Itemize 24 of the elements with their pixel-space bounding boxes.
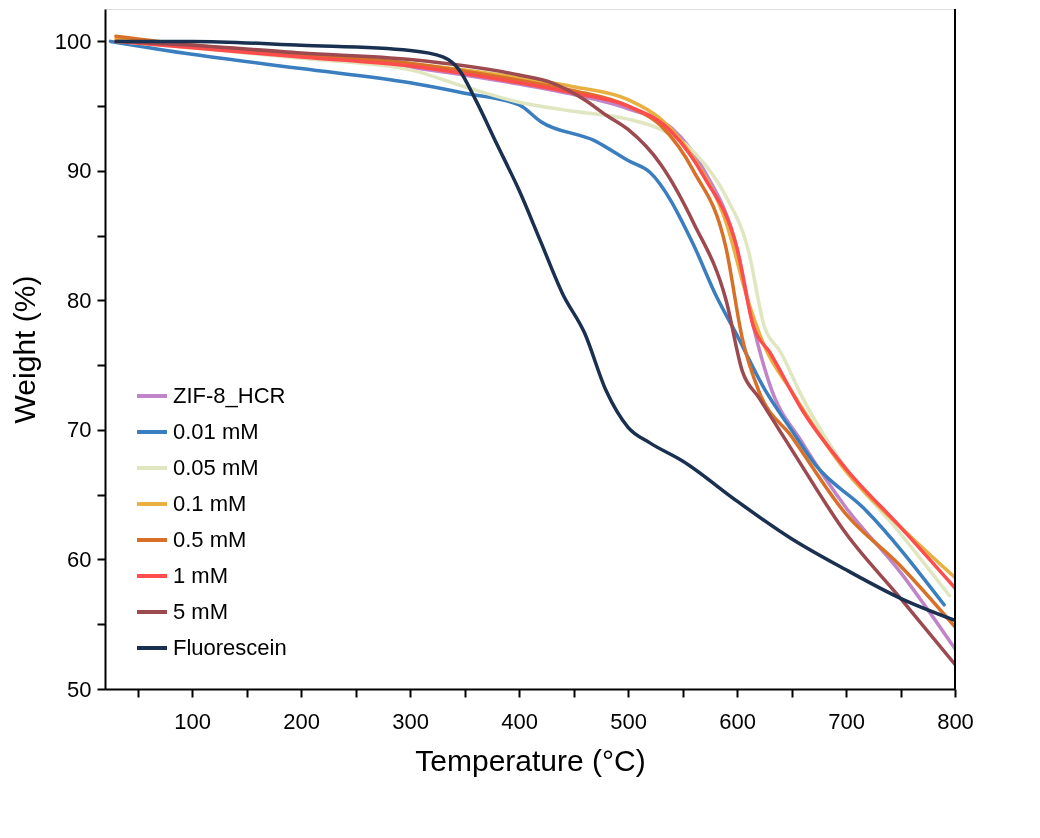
y-tick-label: 70: [67, 417, 92, 443]
legend-label: 0.5 mM: [173, 527, 247, 552]
x-tick-label: 300: [392, 708, 429, 734]
x-tick-label: 200: [283, 708, 321, 734]
y-tick-label: 80: [67, 287, 92, 313]
y-tick-label: 50: [67, 676, 92, 702]
x-tick-label: 700: [828, 708, 865, 734]
y-axis-title: Weight (%): [7, 275, 41, 424]
x-tick-label: 400: [501, 708, 538, 734]
x-tick-label: 100: [174, 708, 212, 734]
x-axis-title: Temperature (°C): [415, 743, 646, 777]
legend-label: 0.05 mM: [173, 455, 259, 480]
legend-label: 0.1 mM: [173, 491, 247, 516]
y-tick-label: 60: [67, 546, 92, 572]
legend-label: ZIF-8_HCR: [173, 383, 286, 408]
legend-label: 0.01 mM: [173, 419, 259, 444]
x-tick-label: 500: [610, 708, 647, 734]
y-tick-label: 90: [67, 158, 92, 184]
x-tick-label: 800: [937, 708, 974, 734]
y-tick-label: 100: [54, 28, 92, 54]
legend-label: 5 mM: [173, 599, 228, 624]
x-tick-label: 600: [719, 708, 756, 734]
legend-label: 1 mM: [173, 563, 228, 588]
legend-label: Fluorescein: [173, 635, 287, 660]
